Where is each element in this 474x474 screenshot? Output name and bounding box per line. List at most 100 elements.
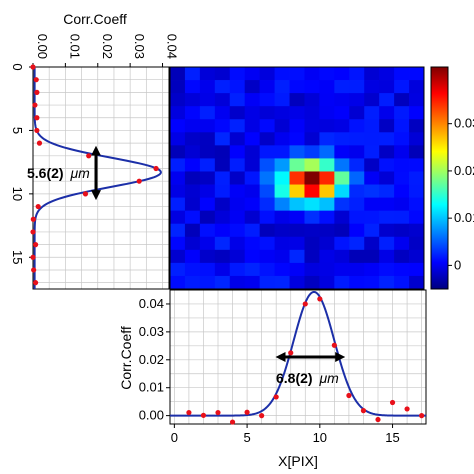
heatmap-cell [304, 158, 320, 172]
heatmap-cell [214, 275, 231, 290]
heatmap-cell [319, 80, 335, 94]
heatmap-cell [289, 145, 305, 159]
heatmap-cell [289, 262, 305, 277]
heatmap-cell [409, 171, 425, 185]
heatmap-cell [364, 93, 380, 107]
heatmap-cell [214, 119, 231, 133]
heatmap-cell [379, 80, 395, 94]
heatmap-cell [259, 262, 275, 277]
heatmap-cell [259, 223, 275, 238]
left-data-point [36, 140, 43, 146]
heatmap-cell [409, 158, 425, 172]
heatmap-cell [274, 67, 290, 81]
heatmap-cell [379, 119, 395, 133]
heatmap-cell [319, 171, 335, 185]
heatmap-cell [170, 262, 186, 277]
left-data-point [82, 191, 89, 197]
heatmap-cell [394, 132, 410, 146]
bottom-data-point [229, 419, 236, 425]
heatmap-cell [199, 145, 216, 159]
heatmap-cell [274, 210, 290, 225]
heatmap-cell [214, 80, 231, 94]
heatmap-cell [259, 132, 275, 146]
heatmap-cell [170, 197, 186, 212]
heatmap-cell [274, 171, 290, 185]
heatmap-cell [229, 119, 246, 133]
heatmap-cell [364, 145, 380, 159]
heatmap-cell [214, 132, 231, 146]
heatmap-cell [259, 145, 275, 159]
left-data-point [30, 64, 36, 70]
heatmap-cell [244, 275, 261, 290]
heatmap-cell [289, 158, 305, 172]
heatmap-cell [289, 132, 305, 146]
heatmap-frame [169, 66, 425, 290]
heatmap-cell [259, 197, 275, 212]
heatmap-cell [364, 210, 380, 225]
heatmap-cell [184, 249, 201, 264]
heatmap-cell [199, 171, 216, 185]
heatmap-cell [274, 236, 290, 251]
left-data-point [32, 242, 39, 248]
heatmap-cell [244, 171, 261, 185]
heatmap-cell [289, 210, 305, 225]
heatmap-cell [349, 184, 365, 198]
heatmap-cell [379, 249, 395, 264]
heatmap-cell [259, 93, 275, 107]
heatmap-cell [184, 119, 201, 133]
heatmap-cell [379, 171, 395, 185]
heatmap-cell [394, 223, 410, 238]
heatmap-cell [334, 249, 350, 264]
heatmap-cell [244, 132, 261, 146]
bottom-data-point [186, 409, 192, 416]
heatmap-cell [379, 262, 395, 277]
bottom-data-point [404, 406, 410, 412]
heatmap-cell [259, 106, 275, 120]
heatmap-cell [184, 184, 201, 198]
heatmap-cell [409, 262, 425, 277]
heatmap-cell [170, 184, 186, 198]
left-data-point [32, 280, 39, 286]
heatmap-cell [319, 106, 335, 120]
heatmap-cell [349, 236, 365, 251]
heatmap-cell [319, 223, 335, 238]
left-profile-panel: Corr.Coeff 0.00 0.01 0.02 0.03 0.04 0 5 10 15 5… [10, 11, 180, 290]
heatmap-cell [289, 249, 305, 264]
heatmap-cell [199, 119, 216, 133]
heatmap-cell [304, 132, 320, 146]
heatmap-cell [199, 184, 216, 198]
heatmap-cell [184, 145, 201, 159]
bottom-y-tick-label: 0.04 [139, 296, 164, 311]
heatmap-cell [304, 119, 320, 133]
heatmap-cell [229, 80, 246, 94]
left-y-tick-label: 10 [10, 187, 25, 201]
heatmap-cell [229, 262, 246, 277]
heatmap-cell [349, 223, 365, 238]
heatmap-cell [244, 80, 261, 94]
heatmap-cell [334, 236, 350, 251]
heatmap-cell [244, 236, 261, 251]
heatmap-cell [214, 184, 231, 198]
heatmap-cell [259, 236, 275, 251]
heatmap-cell [304, 249, 320, 264]
heatmap-cell [394, 93, 410, 107]
heatmap-cell [334, 210, 350, 225]
heatmap-cell [319, 249, 335, 264]
heatmap-cell [319, 236, 335, 251]
heatmap-cell [409, 67, 425, 81]
heatmap-cell [199, 236, 216, 251]
left-y-tick-label: 15 [10, 250, 25, 264]
heatmap-cell [214, 262, 231, 277]
left-data-point [34, 127, 40, 134]
left-x-tick-label: 0.04 [165, 34, 180, 59]
left-data-point [35, 203, 41, 210]
heatmap-cell [229, 197, 246, 212]
heatmap-cell [289, 67, 305, 81]
heatmap-cell [170, 93, 186, 107]
heatmap-cell [274, 223, 290, 238]
heatmap-cell [214, 93, 231, 107]
heatmap-cell [409, 223, 425, 238]
heatmap-cell [304, 93, 320, 107]
left-data-point [153, 165, 159, 172]
left-x-tick-label: 0.03 [132, 34, 147, 59]
